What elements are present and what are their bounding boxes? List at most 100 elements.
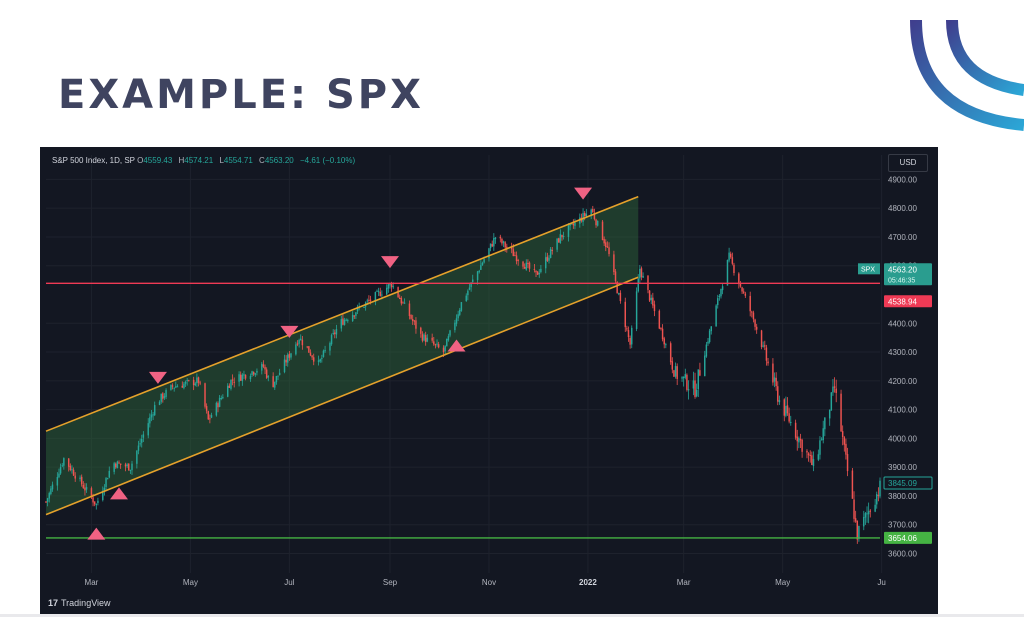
legend-low: 4554.71: [223, 156, 253, 165]
candle-body: [50, 488, 52, 495]
candle-body: [684, 374, 687, 378]
x-tick-label: Jul: [284, 578, 294, 587]
price-chart[interactable]: 4900.004800.004700.004600.004400.004300.…: [40, 147, 938, 614]
candle-body: [841, 431, 844, 437]
candle-body: [545, 257, 547, 269]
candle-body: [471, 279, 474, 282]
candle-body: [115, 463, 117, 468]
y-tick-label: 3800.00: [888, 492, 917, 501]
channel-lower-line: [45, 276, 639, 516]
candle-body: [671, 361, 674, 370]
candle-body: [764, 345, 766, 347]
candle-body: [854, 518, 857, 522]
candle-body: [661, 328, 664, 340]
candle-body: [660, 327, 662, 329]
candle-body: [650, 297, 652, 301]
candle-body: [218, 397, 221, 407]
candle-body: [817, 454, 820, 460]
candle-body: [228, 385, 231, 388]
candle-body: [150, 414, 153, 418]
tradingview-name: TradingView: [61, 598, 111, 608]
candle-body: [483, 259, 485, 263]
candle-body: [467, 290, 469, 296]
chart-panel[interactable]: 4900.004800.004700.004600.004400.004300.…: [40, 147, 938, 614]
slide-title: EXAMPLE: SPX: [58, 72, 424, 118]
candle-body: [147, 423, 149, 436]
marker-up-triangle: [447, 339, 466, 352]
candle-body: [165, 390, 167, 397]
candle-body: [819, 440, 821, 455]
candle-body: [548, 257, 550, 261]
candle-body: [853, 499, 855, 519]
spx-price-label: 4563.20: [888, 265, 917, 274]
candle-body: [355, 312, 357, 316]
candle-body: [752, 312, 755, 320]
candle-body: [71, 469, 73, 471]
candle-body: [192, 379, 195, 386]
candle-body: [692, 380, 695, 389]
candle-body: [252, 372, 255, 375]
candle-body: [426, 337, 429, 342]
candle-body: [614, 271, 617, 282]
candle-body: [116, 461, 119, 469]
candle-body: [267, 376, 270, 378]
candle-body: [582, 213, 584, 222]
candle-body: [681, 377, 683, 379]
candle-body: [363, 306, 365, 308]
candle-body: [457, 314, 459, 319]
candle-body: [128, 463, 130, 471]
candle-body: [241, 374, 244, 381]
candle-body: [184, 381, 187, 384]
candle-body: [415, 320, 417, 329]
candle-body: [136, 450, 138, 464]
candle-body: [226, 385, 229, 397]
candle-body: [767, 361, 769, 364]
candle-body: [152, 414, 154, 416]
candle-body: [812, 459, 815, 467]
marker-down-triangle: [574, 187, 593, 200]
candle-body: [501, 238, 503, 244]
candle-body: [863, 516, 865, 527]
candle-body: [833, 386, 836, 388]
candle-body: [272, 376, 274, 388]
candle-body: [171, 385, 174, 387]
marker-down-triangle: [148, 371, 167, 384]
candle-body: [403, 302, 406, 304]
candle-body: [386, 287, 388, 295]
candle-body: [648, 290, 651, 301]
candle-body: [447, 336, 450, 341]
candle-body: [699, 370, 701, 376]
candle-body: [721, 286, 724, 291]
candle-body: [708, 330, 711, 343]
candle-body: [843, 437, 846, 445]
currency-button[interactable]: USD: [888, 154, 928, 172]
candle-body: [398, 297, 401, 300]
candle-body: [436, 343, 438, 345]
candle-body: [627, 330, 630, 338]
candle-body: [93, 501, 96, 505]
x-tick-label: Ju: [877, 578, 885, 587]
candle-body: [742, 291, 745, 293]
candle-body: [319, 359, 321, 362]
candle-body: [596, 220, 599, 226]
candle-body: [720, 289, 722, 297]
candle-body: [459, 309, 461, 315]
candle-body: [288, 353, 291, 358]
candle-body: [249, 376, 252, 380]
candle-body: [593, 213, 596, 220]
candle-body: [90, 488, 93, 498]
channel-upper-line: [45, 195, 639, 432]
candle-body: [239, 374, 242, 381]
candle-body: [332, 333, 334, 335]
candle-body: [504, 242, 506, 248]
candle-body: [56, 477, 59, 486]
legend-open: 4559.43: [143, 156, 173, 165]
candle-body: [754, 319, 756, 327]
candle-body: [731, 257, 734, 264]
candle-body: [567, 225, 570, 237]
candle-body: [230, 379, 232, 389]
spx-countdown-label: 05:46:35: [888, 277, 915, 284]
candle-body: [183, 383, 185, 389]
candle-body: [275, 376, 278, 383]
x-tick-label: May: [183, 578, 198, 587]
